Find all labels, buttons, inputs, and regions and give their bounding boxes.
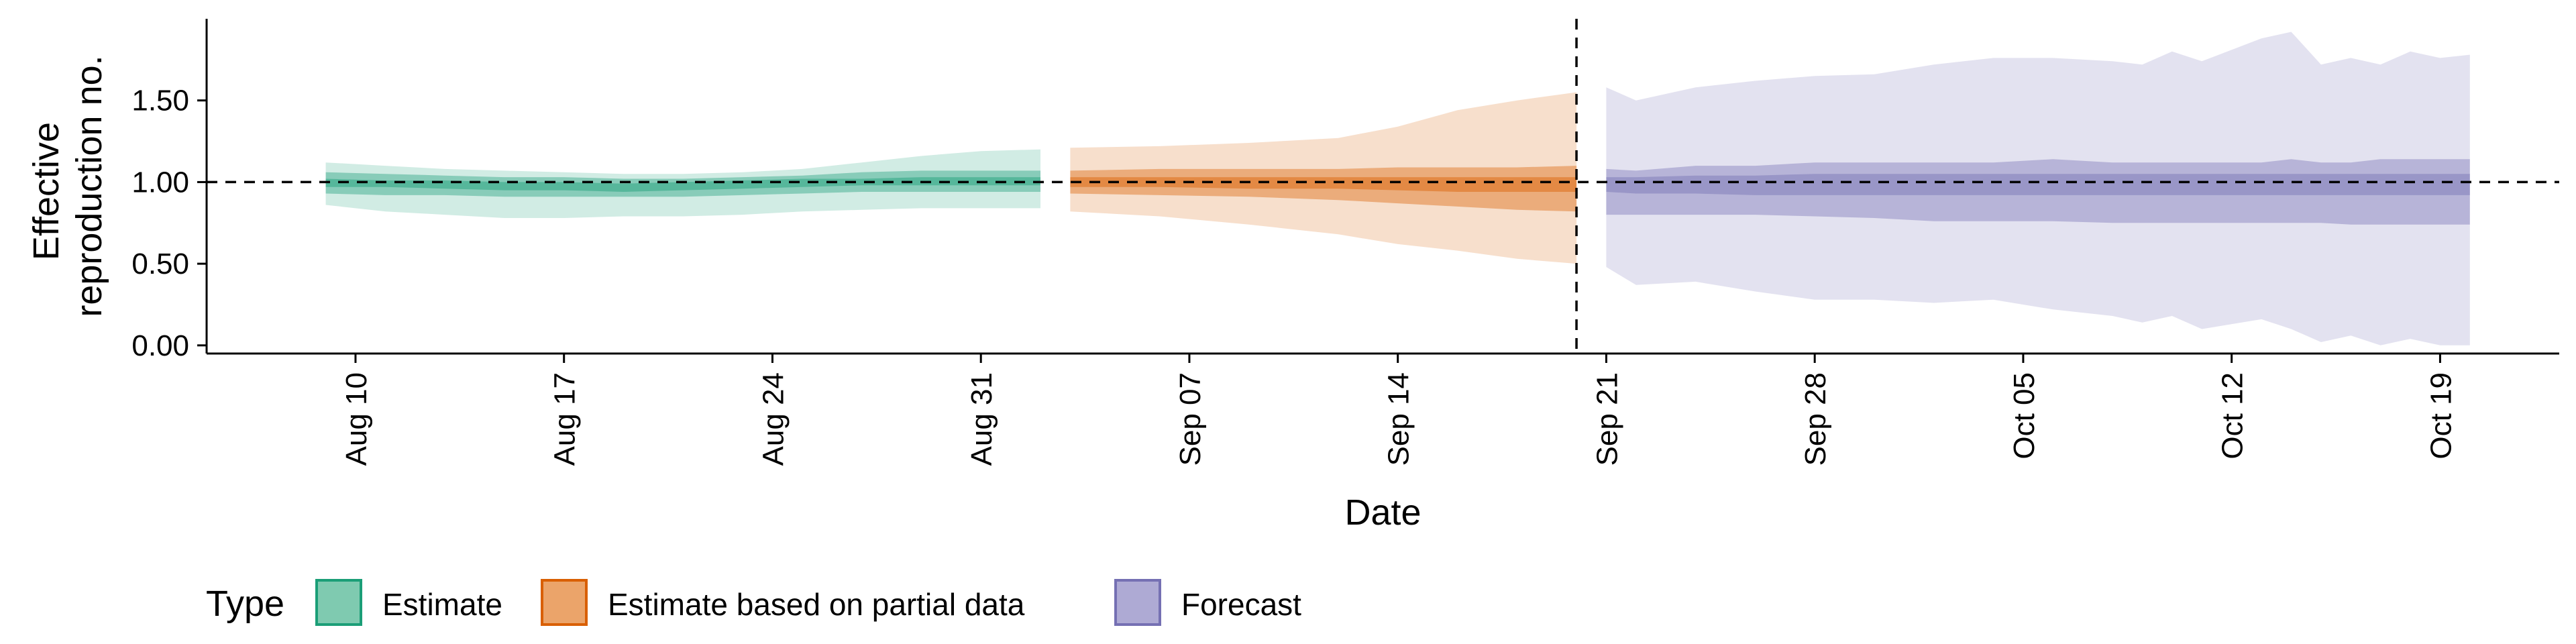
x-tick-label: Aug 31 — [965, 372, 998, 466]
ribbon-outer — [1070, 92, 1577, 264]
ribbon-mid — [325, 170, 1041, 197]
x-tick-label: Oct 19 — [2424, 372, 2457, 460]
series-forecast — [1606, 32, 2470, 345]
legend-key — [541, 579, 588, 626]
y-tick-label: 0.50 — [131, 248, 189, 280]
legend-label: Forecast — [1181, 587, 1301, 622]
y-axis-title-line-2: reproduction no. — [69, 55, 109, 317]
y-axis-title-line-1: Effective — [26, 122, 66, 260]
ribbon-inner — [1606, 174, 2470, 195]
y-axis-title: Effective reproduction no. — [26, 55, 109, 317]
x-tick-label: Aug 10 — [340, 372, 373, 466]
x-axis-title: Date — [1344, 492, 1421, 533]
legend-item: Forecast — [1114, 579, 1301, 626]
legend-label: Estimate — [382, 587, 502, 622]
ribbon-mid — [1606, 159, 2470, 225]
x-tick-label: Aug 17 — [549, 372, 582, 466]
legend: Type Estimate Estimate based on partial d… — [206, 579, 1301, 626]
legend-label: Estimate based on partial data — [608, 587, 1025, 622]
series-estimate — [325, 149, 1041, 218]
x-tick-label: Oct 05 — [2008, 372, 2041, 460]
y-tick-label: 1.50 — [131, 85, 189, 117]
x-tick-label: Sep 07 — [1174, 372, 1207, 466]
axes — [205, 19, 2559, 355]
legend-key — [1114, 579, 1161, 626]
x-tick-label: Sep 28 — [1799, 372, 1832, 466]
y-tick-label: 1.00 — [131, 166, 189, 199]
reference-lines — [207, 19, 2559, 354]
ribbon-layer — [325, 32, 2470, 345]
x-ticks: Aug 10 Aug 17 Aug 24 Aug 31 Sep 07 Sep 14 Sep … — [340, 354, 2457, 466]
ribbon-mid — [1070, 166, 1577, 212]
x-tick-label: Oct 12 — [2216, 372, 2249, 460]
ribbon-inner — [1070, 177, 1577, 192]
y-tick-label: 0.00 — [131, 329, 189, 362]
x-tick-label: Aug 24 — [757, 372, 790, 466]
legend-key — [315, 579, 362, 626]
series-estimate-based-on-partial-data — [1070, 92, 1577, 264]
legend-item: Estimate — [315, 579, 502, 626]
x-tick-label: Sep 14 — [1383, 372, 1415, 466]
ribbon-inner — [325, 177, 1041, 192]
ribbon-outer — [1606, 32, 2470, 345]
legend-item: Estimate based on partial data — [541, 579, 1025, 626]
y-ticks: 0.00 0.50 1.00 1.50 — [131, 85, 207, 362]
ribbon-outer — [325, 149, 1041, 218]
x-tick-label: Sep 21 — [1591, 372, 1623, 466]
legend-title: Type — [206, 584, 284, 624]
